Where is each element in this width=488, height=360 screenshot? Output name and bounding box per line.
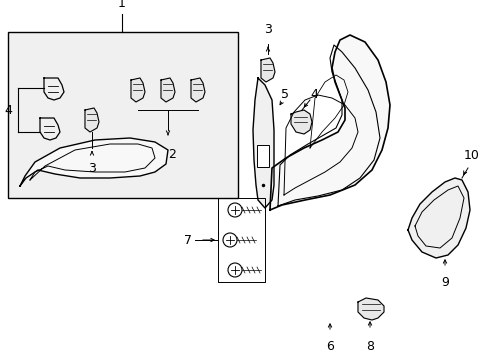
Text: 7: 7 [183,234,192,247]
Text: 3: 3 [264,23,271,36]
Polygon shape [407,178,469,258]
Polygon shape [290,110,311,134]
Text: 8: 8 [365,340,373,353]
Polygon shape [20,138,168,186]
Text: 4: 4 [309,89,317,102]
Text: 1: 1 [118,0,126,10]
Bar [257,145,268,167]
Text: 3: 3 [88,162,96,175]
Text: 10: 10 [463,149,479,162]
Text: 6: 6 [325,340,333,353]
Polygon shape [161,78,175,102]
Polygon shape [261,58,274,82]
Text: 9: 9 [440,276,448,289]
Polygon shape [85,108,99,132]
Polygon shape [252,78,273,208]
Text: 2: 2 [168,148,176,161]
Polygon shape [357,298,383,320]
Text: 4: 4 [4,104,12,117]
Polygon shape [191,78,204,102]
Polygon shape [269,35,389,210]
Bar [8,32,238,198]
Polygon shape [131,78,145,102]
Text: 5: 5 [281,89,288,102]
